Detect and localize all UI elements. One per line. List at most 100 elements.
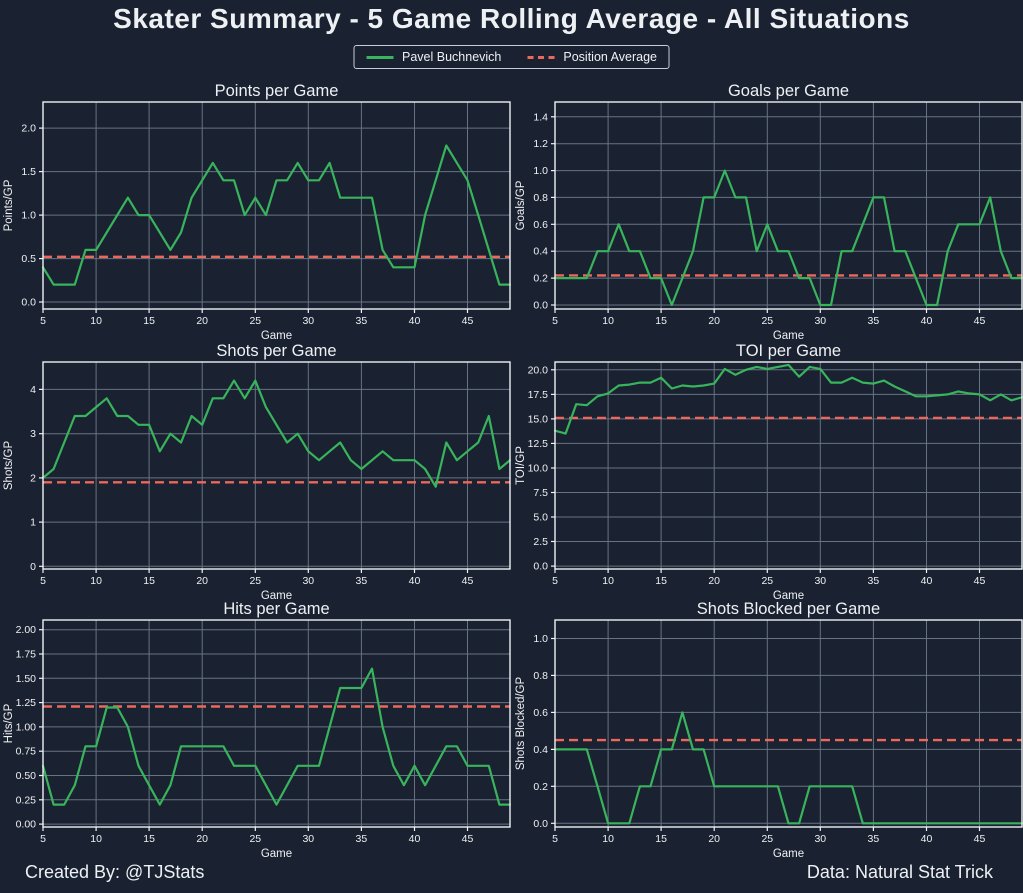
plot-border <box>42 619 511 828</box>
axis-ticks <box>551 637 981 831</box>
x-axis-label: Game <box>773 590 804 600</box>
legend-player-label: Pavel Buchnevich <box>402 50 502 64</box>
svg-text:35: 35 <box>356 575 368 587</box>
player-series-line <box>553 711 1023 825</box>
grid-lines <box>554 620 1022 827</box>
svg-text:40: 40 <box>409 315 421 327</box>
chart-shots-blocked-per-game: 5 10 15 20 25 30 35 40 45 0.0 0.2 0.4 0.6 0.8 1.0 Shots… <box>512 600 1023 860</box>
svg-text:30: 30 <box>302 575 314 587</box>
svg-text:35: 35 <box>868 833 880 845</box>
player-series-line <box>41 667 512 806</box>
svg-text:5: 5 <box>40 575 46 587</box>
x-axis-label: Game <box>261 590 292 600</box>
svg-text:0.0: 0.0 <box>533 561 548 573</box>
player-series-line <box>41 144 512 286</box>
plot-border <box>554 619 1023 828</box>
svg-text:0.5: 0.5 <box>21 253 36 265</box>
svg-text:30: 30 <box>814 575 826 587</box>
chart-goals-per-game: 5 10 15 20 25 30 35 40 45 0.0 0.2 0.4 0.6 0.8 1.0 1.2 1.… <box>512 82 1023 342</box>
svg-text:1.50: 1.50 <box>16 673 37 685</box>
credit-text: Created By: @TJStats <box>25 862 205 882</box>
svg-text:20: 20 <box>708 575 720 587</box>
grid-lines <box>42 620 510 827</box>
chart-title: Shots Blocked per Game <box>697 600 880 618</box>
svg-text:20: 20 <box>196 833 208 845</box>
svg-text:20: 20 <box>196 315 208 327</box>
svg-text:10: 10 <box>602 833 614 845</box>
grid-lines <box>42 102 510 309</box>
svg-text:5.0: 5.0 <box>533 512 548 524</box>
svg-text:45: 45 <box>974 575 986 587</box>
chart-title: Points per Game <box>215 82 339 100</box>
axis-tick-labels: 5 10 15 20 25 30 35 40 45 0.00 0.25 0.50 0.75 1.00 1.2… <box>16 624 474 845</box>
svg-text:2.5: 2.5 <box>533 536 548 548</box>
svg-text:25: 25 <box>761 833 773 845</box>
average-line-swatch <box>527 55 555 59</box>
svg-text:40: 40 <box>409 833 421 845</box>
svg-text:1.75: 1.75 <box>16 649 37 661</box>
svg-text:40: 40 <box>921 833 933 845</box>
svg-text:0.0: 0.0 <box>533 300 548 312</box>
plot-border <box>554 101 1023 310</box>
svg-text:45: 45 <box>462 315 474 327</box>
player-series-line <box>41 379 512 488</box>
svg-text:40: 40 <box>921 315 933 327</box>
svg-text:0.8: 0.8 <box>533 670 548 682</box>
svg-text:1.5: 1.5 <box>21 166 36 178</box>
svg-text:40: 40 <box>409 575 421 587</box>
svg-text:0.4: 0.4 <box>533 744 548 756</box>
chart-title: Shots per Game <box>216 342 336 360</box>
legend-item-average: Position Average <box>527 50 657 64</box>
legend: Pavel Buchnevich Position Average <box>353 45 670 69</box>
axis-tick-labels: 5 10 15 20 25 30 35 40 45 0.0 0.2 0.4 0.6 0.8 1.0 1.2 1.… <box>533 111 985 327</box>
svg-text:0.2: 0.2 <box>533 273 548 285</box>
svg-text:0: 0 <box>30 561 36 573</box>
svg-text:5: 5 <box>40 315 46 327</box>
axis-ticks <box>39 629 469 831</box>
x-axis-label: Game <box>773 330 804 340</box>
svg-text:1.0: 1.0 <box>533 633 548 645</box>
svg-text:1.4: 1.4 <box>533 111 548 123</box>
svg-text:45: 45 <box>462 833 474 845</box>
chart-shots-per-game: 5 10 15 20 25 30 35 40 45 0 1 2 3 4 Shots per Game Game… <box>0 342 512 602</box>
axis-ticks <box>39 388 469 573</box>
y-axis-label: Goals/GP <box>515 180 527 230</box>
svg-text:0.75: 0.75 <box>16 746 37 758</box>
svg-text:10: 10 <box>602 315 614 327</box>
svg-text:30: 30 <box>814 833 826 845</box>
svg-text:10.0: 10.0 <box>528 463 549 475</box>
chart-svg: 5 10 15 20 25 30 35 40 45 0.0 2.5 5.0 7.5 10.0 12.5 15.… <box>515 342 1023 602</box>
svg-text:12.5: 12.5 <box>528 438 549 450</box>
svg-text:0.8: 0.8 <box>533 192 548 204</box>
chart-title: Goals per Game <box>728 82 849 100</box>
chart-svg: 5 10 15 20 25 30 35 40 45 0 1 2 3 4 Shots per Game Game… <box>3 342 512 602</box>
svg-text:15: 15 <box>655 833 667 845</box>
svg-text:25: 25 <box>761 315 773 327</box>
svg-text:25: 25 <box>249 315 261 327</box>
player-series-line <box>553 169 1023 307</box>
svg-text:35: 35 <box>868 315 880 327</box>
svg-text:5: 5 <box>40 833 46 845</box>
svg-text:15: 15 <box>143 315 155 327</box>
axis-ticks <box>39 127 469 313</box>
player-series-line <box>553 363 1023 435</box>
svg-text:40: 40 <box>921 575 933 587</box>
x-axis-label: Game <box>261 848 292 858</box>
axis-tick-labels: 5 10 15 20 25 30 35 40 45 0.0 0.5 1.0 1.5 2.0 <box>21 123 473 327</box>
svg-text:0.6: 0.6 <box>533 707 548 719</box>
svg-text:0.0: 0.0 <box>21 297 36 309</box>
y-axis-label: Hits/GP <box>3 703 15 743</box>
svg-text:4: 4 <box>30 384 36 396</box>
svg-text:0.0: 0.0 <box>533 818 548 830</box>
chart-svg: 5 10 15 20 25 30 35 40 45 0.00 0.25 0.50 0.75 1.00 1.2… <box>3 600 512 860</box>
axis-tick-labels: 5 10 15 20 25 30 35 40 45 0.0 0.2 0.4 0.6 0.8 1.0 <box>533 633 985 845</box>
svg-text:1.0: 1.0 <box>533 165 548 177</box>
svg-text:1.2: 1.2 <box>533 138 548 150</box>
svg-text:1.25: 1.25 <box>16 697 37 709</box>
axis-ticks <box>551 369 981 573</box>
svg-text:10: 10 <box>90 315 102 327</box>
svg-text:17.5: 17.5 <box>528 389 549 401</box>
svg-text:15: 15 <box>143 575 155 587</box>
player-line-swatch <box>366 55 394 59</box>
